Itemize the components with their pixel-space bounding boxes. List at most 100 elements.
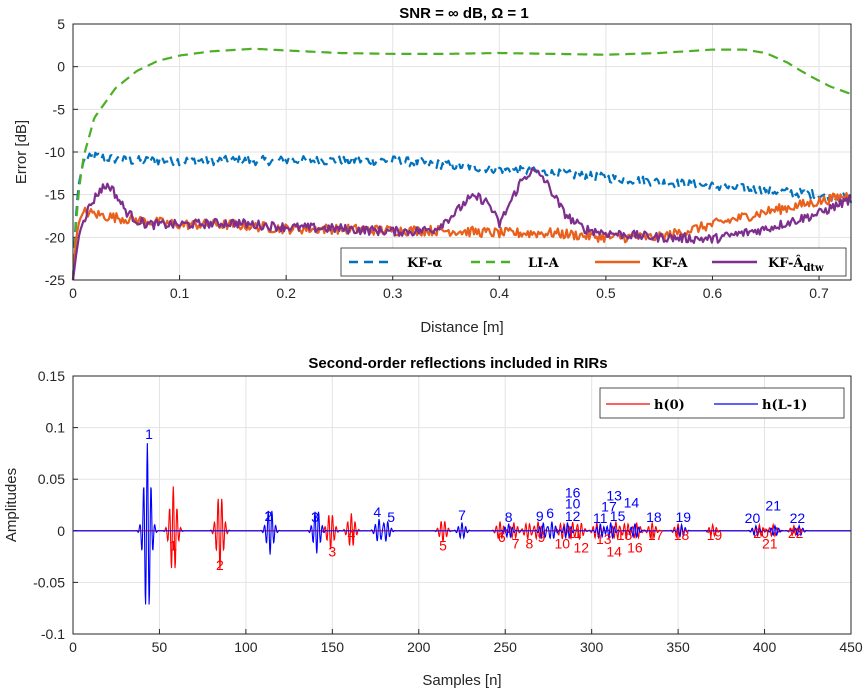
peak-label-blue: 10	[565, 496, 581, 512]
peak-label-red: 3	[328, 544, 336, 560]
bottom-ticks: 0 50 100 150 200 250 300 350 400 4500.150.10.050-…	[33, 368, 863, 655]
peak-label-blue: 11	[593, 510, 608, 526]
bottom-x-tick-label: 300	[580, 639, 604, 655]
bottom-x-label: Samples [n]	[422, 672, 501, 689]
bottom-y-label: Amplitudes	[3, 468, 20, 542]
peak-label-blue: 21	[765, 498, 781, 514]
peak-label-red: 10	[554, 535, 570, 551]
peak-label-blue: 2	[264, 508, 272, 524]
bottom-chart: Second-order reflections included in RIR…	[3, 355, 863, 689]
legend-label-li-a: LI-A	[528, 256, 560, 271]
legend-label-hl1: h(L-1)	[762, 398, 807, 413]
peak-label-blue: 18	[646, 509, 662, 525]
peak-label-blue: 12	[565, 508, 581, 524]
bottom-plot-frame	[72, 375, 852, 635]
top-ticks: 0 0.1 0.2 0.3 0.4 0.5 0.6 0.7 5 0 -5 -10 -15 -20 -25	[45, 16, 829, 301]
bottom-x-tick-label: 50	[152, 639, 168, 655]
peak-label-blue: 20	[745, 510, 761, 526]
top-series	[71, 47, 853, 281]
top-y-tick-label: 0	[57, 59, 65, 75]
top-x-tick-label: 0.5	[596, 285, 616, 301]
bottom-x-tick-label: 0	[69, 639, 77, 655]
peak-label-red: 13	[596, 531, 612, 547]
peak-label-blue: 22	[790, 510, 806, 526]
peak-label-red: 17	[648, 527, 664, 543]
peak-label-red: 15	[617, 527, 633, 543]
top-x-label: Distance [m]	[420, 319, 503, 336]
bottom-x-tick-label: 450	[839, 639, 863, 655]
top-y-tick-label: -10	[45, 144, 65, 160]
peak-label-red: 18	[674, 527, 690, 543]
peak-label-red: 12	[574, 539, 590, 555]
signal-line-hl1	[73, 443, 851, 605]
peak-label-red: 20	[753, 525, 769, 541]
series-line-kf-dtw	[71, 167, 852, 281]
bottom-y-tick-label: 0	[57, 523, 65, 539]
series-line-li-a	[71, 47, 852, 281]
top-legend-box	[340, 247, 847, 277]
peak-label-red: 7	[512, 535, 520, 551]
bottom-y-tick-label: -0.05	[33, 574, 65, 590]
peak-label-blue: 9	[536, 508, 544, 524]
series-line-kf-	[71, 151, 853, 281]
bottom-series	[73, 443, 851, 605]
peak-label-red: 11	[567, 525, 582, 541]
top-y-label: Error [dB]	[13, 120, 30, 184]
peak-label-red: 1	[169, 537, 177, 553]
top-legend: KF-α LI-A KF-A KF-Âdtw	[340, 247, 847, 277]
peak-label-red: 8	[526, 535, 534, 551]
bottom-x-tick-label: 350	[666, 639, 690, 655]
bottom-y-tick-label: 0.05	[38, 471, 65, 487]
peak-label-red: 14	[606, 544, 622, 560]
top-x-tick-label: 0.6	[703, 285, 723, 301]
bottom-x-tick-label: 150	[321, 639, 345, 655]
top-x-tick-label: 0.7	[809, 285, 829, 301]
bottom-y-tick-label: -0.1	[41, 626, 65, 642]
bottom-y-tick-label: 0.1	[46, 420, 66, 436]
bottom-x-tick-label: 200	[407, 639, 431, 655]
top-plot-frame	[72, 23, 852, 281]
bottom-x-tick-label: 100	[234, 639, 258, 655]
peak-label-blue: 3	[311, 509, 319, 525]
top-y-tick-label: -15	[45, 187, 65, 203]
bottom-x-tick-label: 400	[753, 639, 777, 655]
peak-label-red: 16	[627, 539, 643, 555]
peak-label-blue: 17	[601, 499, 617, 515]
peak-label-blue: 6	[546, 505, 554, 521]
top-chart: SNR = ∞ dB, Ω = 1 0 0.1 0.2 0.3 0.4 0.5 0.6 0.7…	[13, 5, 853, 336]
peak-label-red: 2	[216, 557, 224, 573]
bottom-plot-area	[73, 376, 851, 634]
peak-label-red: 6	[498, 529, 506, 545]
peak-label-blue: 16	[565, 484, 581, 500]
top-x-tick-label: 0.1	[170, 285, 190, 301]
top-y-tick-label: 5	[57, 16, 65, 32]
legend-label-kf-a: KF-A	[652, 256, 688, 271]
bottom-x-tick-label: 250	[494, 639, 518, 655]
peak-label-blue: 13	[606, 487, 622, 503]
peak-label-blue: 19	[676, 509, 692, 525]
top-x-tick-label: 0.4	[490, 285, 510, 301]
peak-label-red: 22	[788, 525, 804, 541]
peak-label-blue: 5	[387, 509, 395, 525]
bottom-y-tick-label: 0.15	[38, 368, 65, 384]
peak-label-blue: 15	[610, 508, 626, 524]
top-x-tick-label: 0.3	[383, 285, 403, 301]
peak-label-red: 21	[762, 535, 778, 551]
peak-label-blue: 8	[505, 509, 513, 525]
top-x-tick-label: 0.2	[276, 285, 296, 301]
peak-label-blue: 14	[624, 495, 640, 511]
top-y-tick-label: -5	[53, 101, 66, 117]
peak-label-blue: 4	[373, 504, 381, 520]
legend-label-kf-a-dtw: KF-Âdtw	[768, 255, 824, 274]
top-x-tick-label: 0	[69, 285, 77, 301]
peak-label-red: 4	[347, 526, 355, 542]
peak-label-red: 9	[538, 529, 546, 545]
peak-label-blue: 7	[458, 507, 466, 523]
legend-label-kf-alpha: KF-α	[407, 256, 442, 271]
top-chart-title: SNR = ∞ dB, Ω = 1	[399, 5, 528, 22]
bottom-chart-title: Second-order reflections included in RIR…	[308, 355, 607, 372]
peak-label-blue: 1	[145, 426, 153, 442]
legend-label-h0: h(0)	[654, 398, 685, 413]
